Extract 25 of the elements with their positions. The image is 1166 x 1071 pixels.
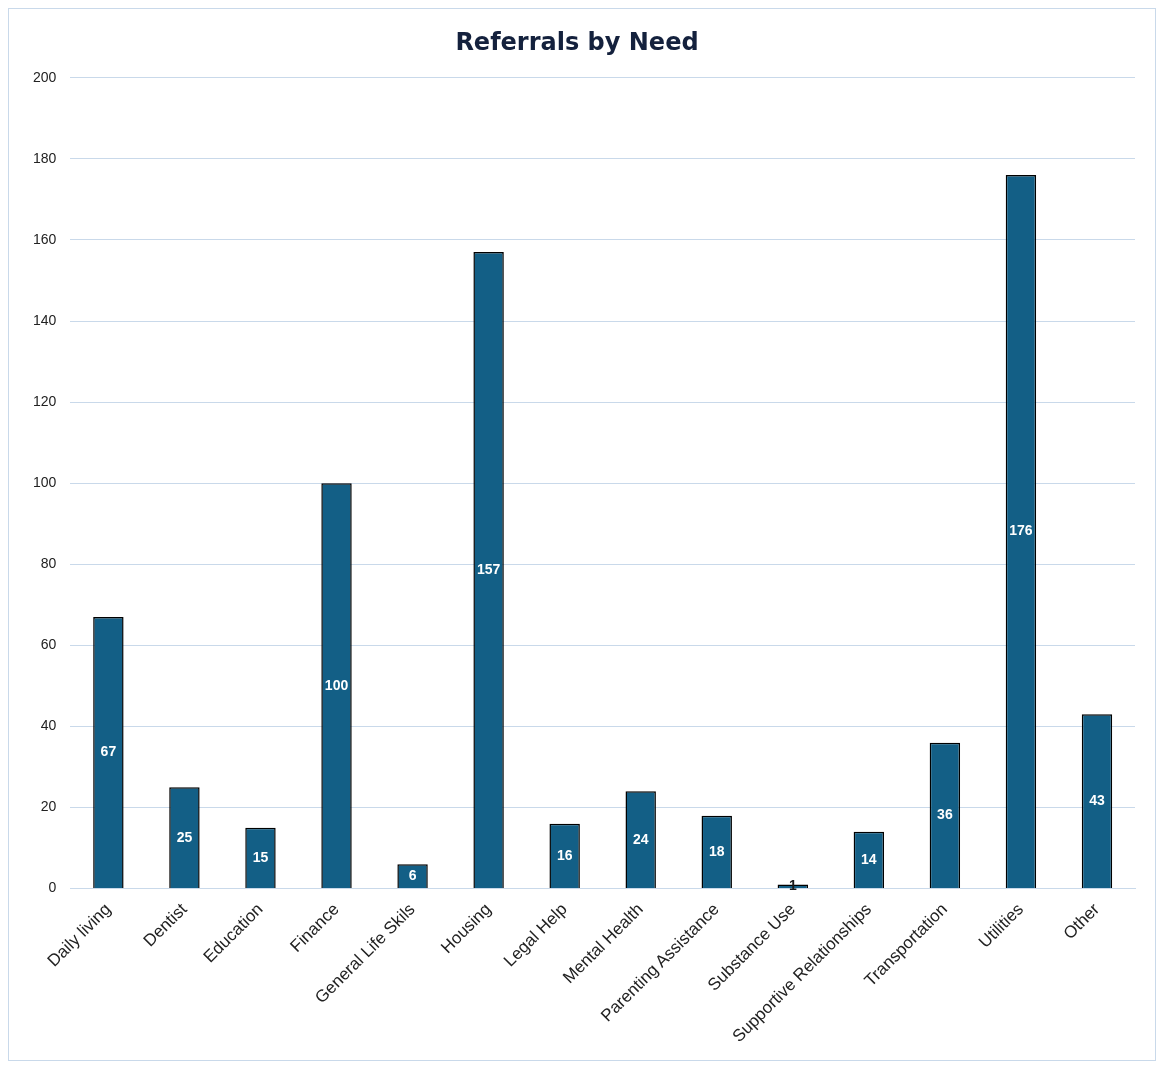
y-tick-label: 160: [33, 230, 57, 247]
data-label: 25: [176, 828, 193, 845]
y-tick-label: 120: [33, 392, 57, 409]
data-label: 24: [632, 830, 649, 847]
data-label: 15: [252, 848, 269, 865]
y-tick-label: 60: [40, 636, 57, 653]
data-label: 157: [476, 560, 501, 577]
data-label: 36: [937, 806, 953, 823]
data-label: 6: [408, 867, 417, 884]
data-label: 16: [556, 846, 573, 863]
y-tick-label: 40: [40, 717, 57, 734]
data-label: 43: [1089, 792, 1105, 809]
chart-title: Referrals by Need: [455, 27, 699, 56]
data-label: 14: [861, 850, 877, 867]
data-label: 18: [708, 842, 725, 859]
y-tick-label: 0: [48, 879, 57, 896]
y-tick-label: 180: [33, 149, 57, 166]
data-label: 176: [1009, 522, 1033, 539]
data-label: 100: [324, 676, 349, 693]
y-tick-label: 20: [40, 798, 57, 815]
y-tick-label: 80: [40, 555, 57, 572]
y-tick-label: 100: [33, 474, 57, 491]
y-tick-label: 200: [33, 68, 57, 85]
y-tick-label: 140: [33, 311, 57, 328]
data-label: 67: [100, 743, 117, 760]
